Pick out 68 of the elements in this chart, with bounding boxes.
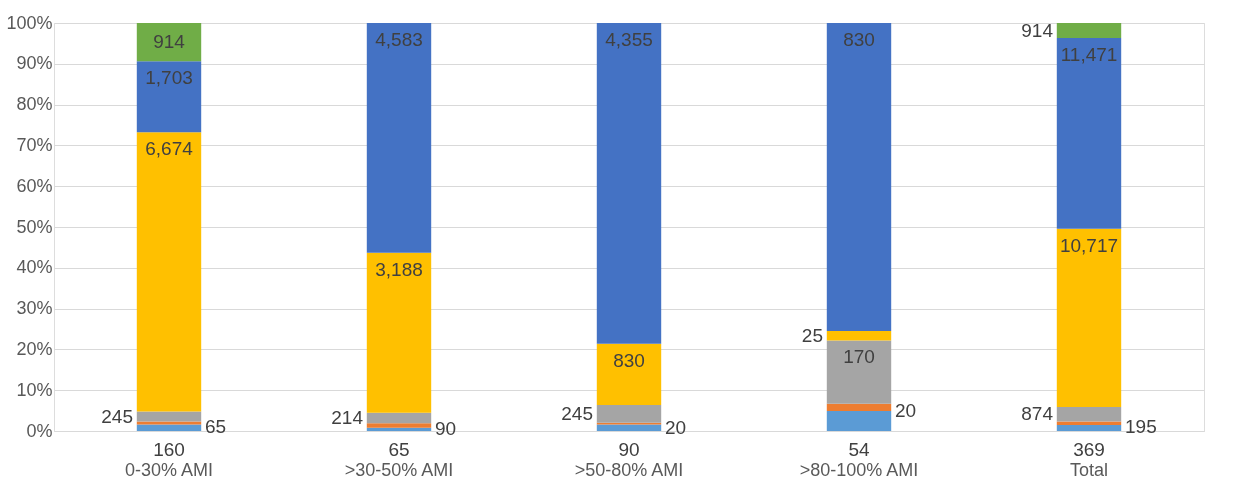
annotation: 4,583	[375, 29, 423, 50]
y-tick-label: 50%	[16, 216, 53, 237]
annotation: 369	[1073, 439, 1105, 460]
annotation: 90	[618, 439, 640, 460]
bar	[136, 132, 202, 412]
y-tick-label: 90%	[16, 53, 53, 74]
annotation: 245	[101, 405, 133, 427]
bar	[826, 331, 892, 341]
x-tick-label: 0-30% AMI	[124, 459, 214, 480]
annotation: 20	[665, 416, 687, 438]
y-tick-label: 20%	[16, 338, 53, 359]
y-tick-label: 40%	[16, 257, 53, 278]
bar	[366, 23, 432, 253]
annotation: 830	[843, 29, 875, 50]
bar	[1056, 424, 1122, 431]
bar	[366, 252, 432, 413]
annotation: 245	[561, 402, 593, 424]
bar	[1056, 406, 1122, 422]
x-tick-label: >30-50% AMI	[344, 459, 454, 480]
annotation: 170	[843, 346, 875, 368]
bar	[1056, 23, 1122, 39]
y-tick-label: 70%	[16, 134, 53, 155]
annotation: 195	[1125, 416, 1157, 438]
annotation: 11,471	[1060, 44, 1118, 66]
annotation: 214	[331, 406, 364, 428]
annotation: 6,674	[145, 138, 194, 160]
bar	[136, 424, 202, 431]
y-tick-label: 80%	[16, 94, 53, 115]
annotation: 914	[1021, 19, 1054, 41]
bar	[1056, 228, 1122, 407]
annotation: 54	[848, 439, 870, 460]
annotation: 10,717	[1059, 234, 1119, 256]
annotation: 4,355	[605, 29, 653, 50]
y-tick-label: 10%	[16, 379, 53, 400]
bar	[366, 423, 432, 428]
annotation: 20	[895, 400, 917, 422]
annotation: 830	[613, 349, 645, 371]
bar	[826, 23, 892, 332]
x-tick-label: >50-80% AMI	[574, 459, 684, 480]
annotation: 65	[388, 439, 410, 460]
annotation: 3,188	[375, 258, 423, 280]
annotation: 914	[153, 31, 186, 53]
bar	[366, 427, 432, 431]
y-tick-label: 100%	[6, 12, 53, 33]
bar	[136, 411, 202, 422]
y-tick-label: 30%	[16, 298, 53, 319]
bar	[366, 412, 432, 424]
bar	[596, 23, 662, 344]
x-tick-label: >80-100% AMI	[799, 459, 919, 480]
bar	[596, 424, 662, 431]
bar	[1056, 38, 1122, 229]
bar	[596, 404, 662, 423]
bar	[826, 411, 892, 431]
annotation: 874	[1021, 403, 1054, 425]
y-tick-label: 0%	[26, 420, 53, 441]
bar	[826, 403, 892, 412]
bar	[596, 343, 662, 405]
x-tick-label: Total	[1069, 459, 1109, 480]
bar	[826, 340, 892, 404]
annotation: 25	[801, 324, 823, 346]
bar	[136, 61, 202, 133]
annotation: 1,703	[145, 67, 193, 89]
annotation: 160	[153, 439, 185, 460]
bar	[136, 23, 202, 62]
annotation: 90	[435, 418, 457, 440]
y-tick-label: 60%	[16, 175, 53, 196]
bar	[1056, 421, 1122, 425]
annotation: 65	[205, 416, 227, 438]
